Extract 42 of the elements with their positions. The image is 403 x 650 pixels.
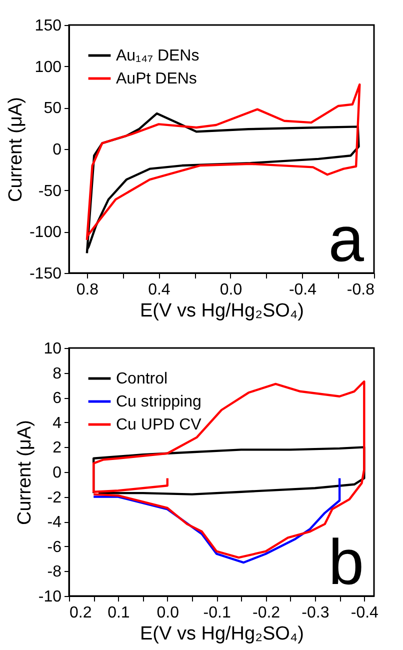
y-tick-label: 0 (52, 464, 62, 482)
y-tick-label: -6 (47, 538, 62, 556)
x-tick-label: -0.8 (346, 282, 375, 298)
x-tick-label: -0.2 (252, 604, 280, 622)
y-axis-title: Current (μA) (14, 420, 36, 525)
x-tick-label: -0.3 (302, 604, 330, 622)
y-tick-label: 2 (52, 440, 62, 457)
legend-label: Control (116, 370, 168, 388)
legend-label: AuPt DENs (116, 70, 197, 88)
y-tick-label: 10 (44, 340, 62, 358)
annotation: b (328, 526, 364, 598)
x-tick-label: -0.4 (350, 604, 379, 622)
x-tick-label: 0.2 (70, 604, 92, 622)
line-series (92, 446, 366, 496)
x-tick-label: 0.8 (76, 282, 99, 298)
legend-label: Cu stripping (116, 394, 202, 410)
y-tick-label: -4 (47, 514, 62, 532)
y-tick-label: -150 (29, 266, 62, 282)
legend-label: Cu UPD CV (116, 416, 202, 434)
x-tick-label: 0.0 (156, 604, 180, 622)
y-tick-label: 50 (44, 100, 62, 118)
y-tick-label: -2 (47, 489, 62, 506)
y-tick-label: 8 (52, 365, 62, 382)
y-tick-label: -10 (38, 588, 62, 606)
x-axis-title: E(V vs Hg/Hg₂SO₄) (140, 300, 304, 322)
legend-label: Au₁₄₇ DENs (116, 48, 200, 64)
x-tick-label: -0.1 (203, 604, 231, 622)
x-tick-label: -0.4 (288, 282, 317, 298)
y-tick-label: 4 (52, 414, 62, 432)
x-tick-label: 0.0 (220, 282, 242, 298)
y-tick-label: -8 (47, 564, 62, 581)
y-tick-label: -100 (29, 224, 62, 242)
y-tick-label: -50 (38, 182, 62, 200)
x-tick-label: 0.1 (108, 604, 130, 622)
annotation: a (328, 203, 364, 275)
y-tick-label: 6 (52, 390, 62, 408)
y-tick-label: 100 (34, 58, 62, 76)
x-tick-label: 0.4 (148, 282, 170, 298)
y-tick-label: 0 (52, 142, 62, 158)
y-tick-label: 150 (34, 18, 62, 34)
y-axis-title: Current (μA) (5, 97, 26, 202)
x-axis-title: E(V vs Hg/Hg₂SO₄) (140, 624, 304, 644)
